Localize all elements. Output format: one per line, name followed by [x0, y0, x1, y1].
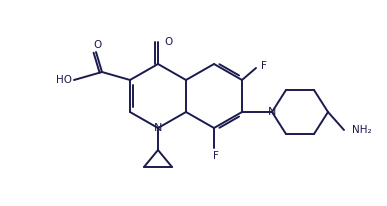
Text: O: O: [164, 37, 172, 47]
Text: N: N: [154, 123, 162, 133]
Text: F: F: [261, 61, 267, 71]
Text: HO: HO: [56, 75, 72, 85]
Text: NH₂: NH₂: [352, 125, 372, 135]
Text: F: F: [213, 151, 219, 161]
Text: O: O: [94, 40, 102, 50]
Text: N: N: [268, 107, 276, 117]
